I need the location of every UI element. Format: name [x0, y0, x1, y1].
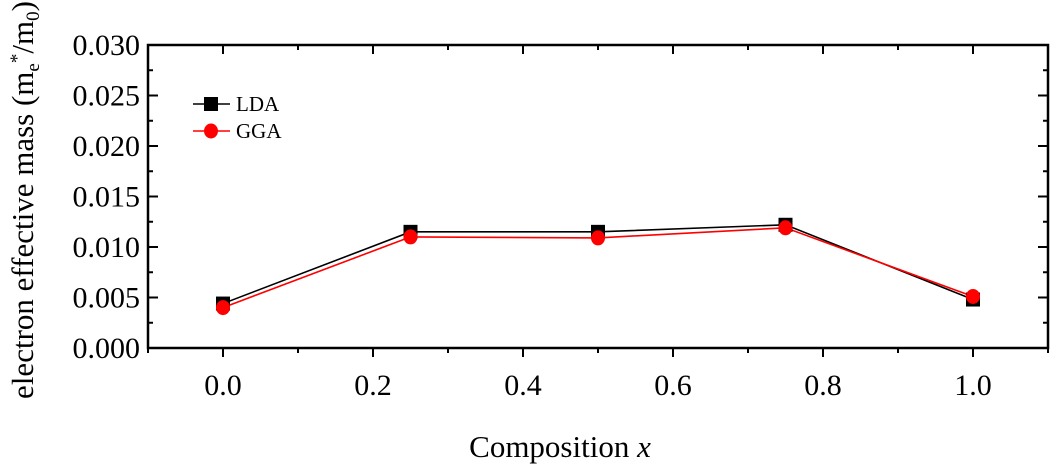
y-axis-title-suffix: ): [5, 1, 40, 11]
x-axis-title-text: Composition: [469, 429, 637, 464]
y-tick-label: 0.025: [73, 80, 141, 113]
y-tick-label: 0.020: [73, 130, 141, 163]
plot-frame: [146, 43, 1050, 350]
legend-marker-lda: [204, 97, 218, 111]
legend: LDA GGA: [193, 92, 282, 143]
series-layer: [216, 217, 980, 316]
x-axis-title: Composition x: [469, 429, 651, 464]
legend-marker-gga: [204, 123, 218, 139]
y-axis-title-sub2: 0: [23, 11, 44, 21]
x-axis-title-variable: x: [636, 429, 651, 464]
x-tick-label: 0.8: [804, 369, 842, 402]
x-axis-ticks: 0.0 0.2 0.4 0.6 0.8 1.0: [147, 45, 1049, 402]
y-axis-title: electron effective mass (me*/m0): [5, 1, 44, 399]
y-tick-label: 0.015: [73, 181, 141, 214]
y-axis-ticks: 0.000 0.005 0.010 0.015 0.020 0.025 0.030: [73, 29, 1048, 365]
data-point-gga: [403, 229, 418, 245]
y-tick-label: 0.005: [73, 282, 141, 315]
legend-label-lda: LDA: [236, 92, 280, 116]
legend-label-gga: GGA: [236, 119, 282, 143]
x-tick-label: 0.2: [354, 369, 392, 402]
data-point-gga: [216, 300, 230, 316]
data-point-gga: [966, 288, 980, 304]
x-tick-label: 1.0: [954, 369, 992, 402]
data-point-gga: [778, 220, 793, 236]
x-tick-label: 0.0: [204, 369, 242, 402]
data-point-gga: [591, 230, 605, 246]
y-axis-title-prefix: electron effective mass (m: [5, 72, 40, 399]
x-tick-label: 0.4: [504, 369, 542, 402]
y-tick-label: 0.030: [73, 29, 141, 62]
y-axis-title-sup: *: [7, 54, 28, 64]
y-axis-title-mid: /m: [5, 21, 40, 54]
y-tick-label: 0.010: [73, 231, 141, 264]
y-axis-title-sub1: e: [23, 63, 44, 71]
y-tick-label: 0.000: [73, 332, 141, 365]
x-tick-label: 0.6: [654, 369, 692, 402]
